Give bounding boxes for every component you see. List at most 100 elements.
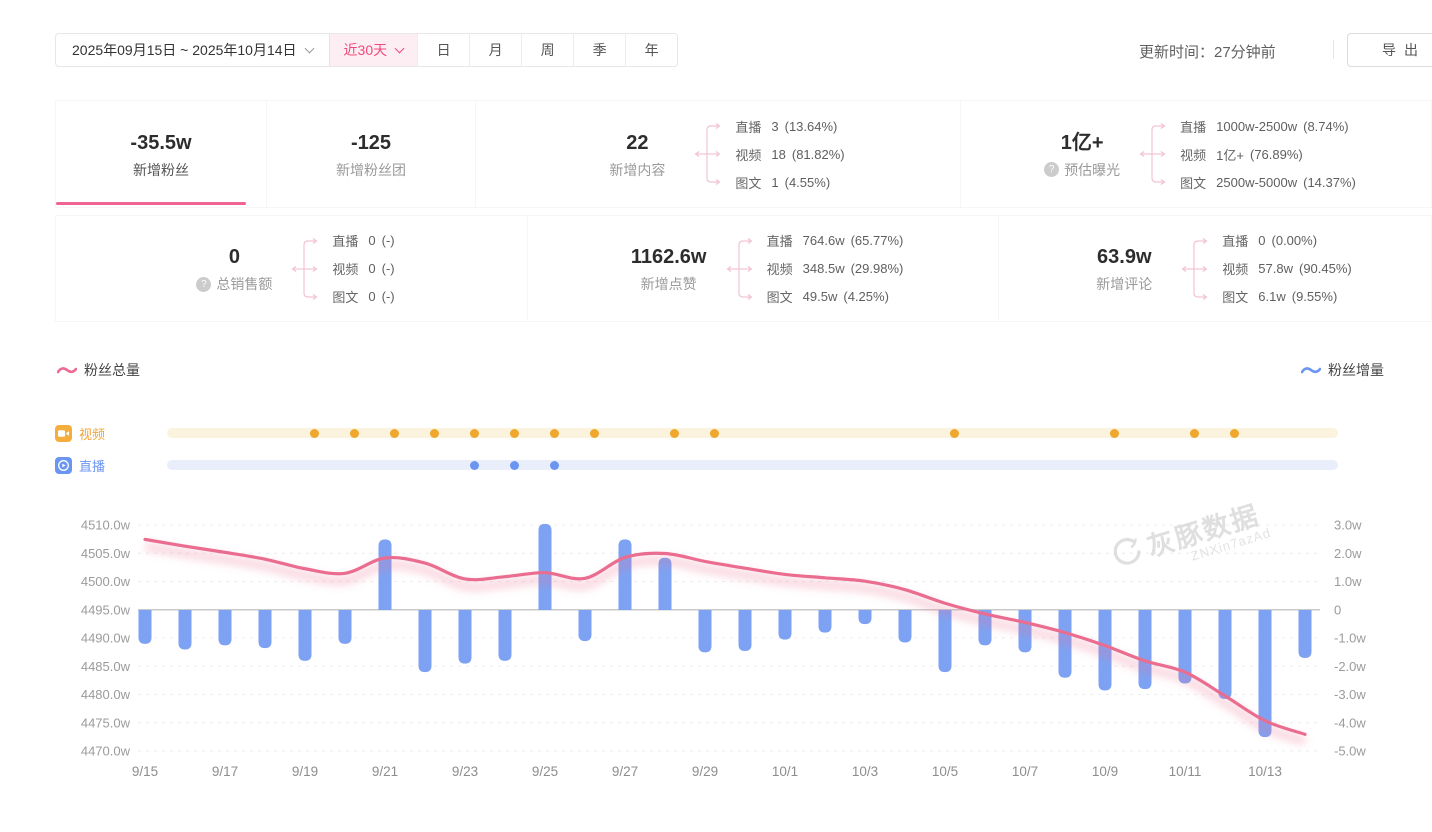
stat-card-estimated-exposure[interactable]: 1亿+ ? 预估曝光 直播 1000w-2500w (8.74%) 视 <box>960 100 1432 208</box>
help-icon[interactable]: ? <box>1044 162 1060 177</box>
bar-9/19 <box>298 610 312 661</box>
stat-cards-row-2: 0 ? 总销售额 直播 0 (-) 视频 0 (-) <box>55 215 1432 322</box>
breakdown-row: 视频 348.5w (29.98%) <box>767 255 904 283</box>
breakdown-connector <box>1139 123 1166 185</box>
breakdown-row: 视频 57.8w (90.45%) <box>1222 255 1351 283</box>
breakdown-name: 视频 <box>1180 147 1207 163</box>
x-axis-tick: 9/23 <box>452 764 478 779</box>
breakdown-value: 0 <box>368 261 376 276</box>
stat-card-new-fans[interactable]: -35.5w 新增粉丝 <box>55 100 267 208</box>
breakdown-value: 348.5w <box>802 261 845 276</box>
stat-card-new-content[interactable]: 22 新增内容 直播 3 (13.64%) 视频 18 (81.82%) 图文 … <box>475 100 961 208</box>
x-axis-tick: 9/15 <box>132 764 158 779</box>
breakdown-percent: (-) <box>381 233 395 248</box>
left-axis-tick: 4495.0w <box>81 602 131 617</box>
video-dot-9/22 <box>429 428 439 438</box>
chevron-down-icon <box>304 43 314 53</box>
stat-card-total-sales[interactable]: 0 ? 总销售额 直播 0 (-) 视频 0 (-) <box>55 215 528 322</box>
breakdown-percent: (90.45%) <box>1298 261 1352 276</box>
bar-10/11 <box>1178 610 1192 684</box>
breakdown-value: 3 <box>771 118 779 134</box>
x-axis-tick: 10/9 <box>1092 764 1118 779</box>
breakdown-value: 1000w-2500w <box>1216 118 1298 134</box>
live-timeline-track <box>167 460 1338 470</box>
breakdown-percent: (4.55%) <box>784 174 831 190</box>
live-dot-9/25 <box>549 460 559 470</box>
left-axis-tick: 4480.0w <box>81 687 131 702</box>
breakdown-percent: (29.98%) <box>850 261 904 276</box>
x-axis-tick: 10/1 <box>772 764 798 779</box>
breakdown-percent: (-) <box>381 261 395 276</box>
stat-cards-row-1: -35.5w 新增粉丝 -125 新增粉丝团 22 新增内容 <box>55 100 1432 208</box>
chevron-down-icon <box>394 43 405 53</box>
breakdown-value: 2500w-5000w <box>1216 174 1298 190</box>
breakdown-connector <box>1181 237 1208 300</box>
bar-9/26 <box>578 610 592 642</box>
tab-quarter[interactable]: 季 <box>573 34 626 66</box>
right-axis-tick: -1.0w <box>1334 631 1366 646</box>
bar-10/1 <box>778 610 792 640</box>
date-range-picker[interactable]: 2025年09月15日 ~ 2025年10月14日 <box>56 34 329 66</box>
breakdown-row: 直播 0 (0.00%) <box>1222 227 1351 255</box>
stat-card-new-comments[interactable]: 63.9w 新增评论 直播 0 (0.00%) 视频 57.8w (90.45%… <box>998 215 1432 322</box>
breakdown-name: 视频 <box>766 262 793 277</box>
breakdown-value: 0 <box>368 289 376 304</box>
video-dot-10/9 <box>1109 428 1119 438</box>
pink-wave-icon <box>57 367 77 374</box>
video-timeline-track <box>167 428 1338 438</box>
x-axis-tick: 10/5 <box>932 764 958 779</box>
breakdown-row: 图文 2500w-5000w (14.37%) <box>1180 168 1356 196</box>
video-dot-9/20 <box>349 428 359 438</box>
video-dot-10/5 <box>949 428 959 438</box>
divider <box>1333 40 1334 59</box>
timeline-live-label: 直播 <box>79 459 106 474</box>
breakdown-percent: (0.00%) <box>1271 233 1318 248</box>
x-axis-tick: 9/19 <box>292 764 318 779</box>
breakdown-row: 图文 49.5w (4.25%) <box>767 283 904 311</box>
quick-range-selector[interactable]: 近30天 <box>328 34 418 66</box>
export-button[interactable]: 导出 <box>1347 33 1432 67</box>
breakdown-value: 0 <box>1258 233 1266 248</box>
quick-range-text: 近30天 <box>343 42 388 58</box>
right-axis-tick: -5.0w <box>1334 744 1366 759</box>
tab-day[interactable]: 日 <box>417 34 470 66</box>
breakdown-connector <box>694 123 721 185</box>
bar-10/2 <box>818 610 832 633</box>
stat-value: 22 <box>626 131 649 154</box>
tab-week[interactable]: 周 <box>521 34 574 66</box>
bar-10/12 <box>1218 610 1232 699</box>
bar-9/22 <box>418 610 432 673</box>
breakdown-name: 图文 <box>735 175 762 191</box>
right-axis-tick: 3.0w <box>1334 518 1362 533</box>
breakdown-value: 57.8w <box>1258 261 1293 276</box>
bar-9/15 <box>138 610 152 644</box>
x-axis-tick: 9/29 <box>692 764 718 779</box>
bar-9/27 <box>618 539 632 610</box>
breakdown-value: 764.6w <box>802 233 845 248</box>
breakdown-name: 直播 <box>735 119 762 135</box>
x-axis-tick: 9/27 <box>612 764 638 779</box>
total-fans-line <box>143 537 1307 736</box>
active-tab-indicator <box>56 202 246 205</box>
live-icon <box>55 457 72 474</box>
video-dot-9/24 <box>509 428 519 438</box>
breakdown-value: 1亿+ <box>1216 147 1244 163</box>
breakdown-value: 6.1w <box>1258 289 1286 304</box>
breakdown-percent: (9.55%) <box>1291 289 1338 304</box>
legend-fans-delta[interactable]: 粉丝增量 <box>1301 360 1384 380</box>
help-icon[interactable]: ? <box>196 276 212 292</box>
stat-card-new-fanclub[interactable]: -125 新增粉丝团 <box>266 100 476 208</box>
stat-label: 新增内容 <box>609 161 666 178</box>
breakdown-name: 直播 <box>1222 234 1249 249</box>
breakdown-list: 直播 0 (0.00%) 视频 57.8w (90.45%) 图文 6.1w (… <box>1222 227 1351 311</box>
bar-9/16 <box>178 610 192 650</box>
breakdown-row: 图文 6.1w (9.55%) <box>1222 283 1351 311</box>
breakdown-name: 视频 <box>332 262 359 277</box>
tab-year[interactable]: 年 <box>625 34 678 66</box>
tab-month[interactable]: 月 <box>469 34 522 66</box>
legend-total-fans[interactable]: 粉丝总量 <box>57 360 140 380</box>
breakdown-name: 直播 <box>332 234 359 249</box>
breakdown-row: 直播 1000w-2500w (8.74%) <box>1180 112 1356 140</box>
stat-card-new-likes[interactable]: 1162.6w 新增点赞 直播 764.6w (65.77%) 视频 348.5… <box>527 215 999 322</box>
